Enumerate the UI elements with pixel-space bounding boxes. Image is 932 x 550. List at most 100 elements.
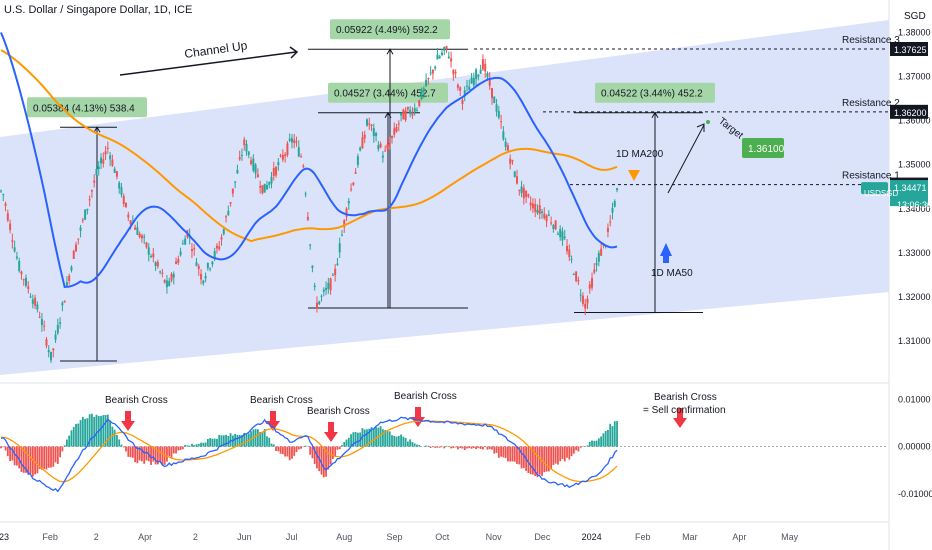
macd-histogram-bar bbox=[259, 431, 262, 447]
time-tick: Jun bbox=[237, 532, 252, 542]
macd-histogram-bar bbox=[452, 446, 455, 449]
macd-histogram-bar bbox=[375, 427, 377, 447]
time-tick: Jul bbox=[286, 532, 298, 542]
macd-histogram-bar bbox=[38, 446, 41, 469]
bearish-cross-label: Bearish Cross bbox=[394, 391, 457, 402]
macd-histogram-bar bbox=[475, 446, 477, 450]
candle-body bbox=[415, 109, 418, 111]
candle-body bbox=[163, 279, 166, 283]
macd-histogram-bar bbox=[200, 442, 202, 447]
macd-histogram-bar bbox=[297, 446, 300, 450]
macd-histogram-bar bbox=[400, 434, 402, 447]
candle-body bbox=[222, 229, 225, 235]
price-tick: 1.38000 bbox=[898, 27, 931, 37]
candle-body bbox=[288, 138, 291, 141]
macd-histogram-bar bbox=[254, 429, 257, 447]
macd-histogram-bar bbox=[291, 446, 293, 459]
ma50-marker bbox=[660, 243, 672, 263]
macd-histogram-bar bbox=[609, 423, 612, 447]
macd-histogram-bar bbox=[352, 432, 355, 447]
candle-body bbox=[106, 147, 109, 149]
macd-histogram-bar bbox=[145, 446, 148, 461]
candle-body bbox=[556, 233, 559, 235]
measure-arrowhead bbox=[386, 48, 394, 55]
time-tick: Feb bbox=[635, 532, 651, 542]
candle-body bbox=[588, 284, 591, 289]
macd-histogram-bar bbox=[500, 446, 502, 457]
macd-tick: 0.01000 bbox=[898, 394, 931, 404]
candle-body bbox=[154, 262, 157, 266]
candle-body bbox=[538, 205, 541, 214]
candle-body bbox=[206, 263, 209, 269]
candle-body bbox=[511, 160, 514, 162]
macd-histogram-bar bbox=[22, 446, 25, 473]
candle-body bbox=[72, 250, 75, 259]
candle-body bbox=[427, 77, 430, 79]
macd-histogram-bar bbox=[406, 441, 409, 447]
macd-histogram-bar bbox=[418, 444, 421, 447]
candle-body bbox=[525, 190, 528, 197]
candle-body bbox=[311, 265, 314, 268]
macd-histogram-bar bbox=[595, 440, 598, 447]
candle-body bbox=[184, 238, 187, 245]
macd-histogram-bar bbox=[613, 421, 616, 447]
candle-body bbox=[384, 150, 387, 152]
candle-body bbox=[472, 78, 475, 86]
price-tick: 1.32000 bbox=[898, 292, 931, 302]
candle-body bbox=[136, 227, 139, 235]
macd-histogram-bar bbox=[20, 446, 23, 472]
macd-histogram-bar bbox=[241, 435, 243, 447]
candle-body bbox=[61, 302, 64, 306]
macd-histogram-bar bbox=[129, 446, 132, 458]
macd-histogram-bar bbox=[327, 446, 330, 470]
candle-body bbox=[504, 141, 507, 147]
candle-body bbox=[272, 168, 275, 176]
candle-body bbox=[227, 210, 230, 216]
candle-body bbox=[52, 348, 55, 351]
candle-body bbox=[313, 285, 316, 288]
macd-histogram-bar bbox=[438, 446, 441, 448]
macd-histogram-bar bbox=[534, 446, 537, 476]
candle-body bbox=[120, 187, 123, 195]
macd-histogram-bar bbox=[272, 444, 275, 447]
candle-body bbox=[113, 168, 116, 173]
candle-body bbox=[18, 260, 21, 271]
macd-histogram-bar bbox=[329, 446, 332, 465]
macd-histogram-bar bbox=[320, 446, 323, 475]
candle-body bbox=[70, 266, 73, 271]
macd-histogram-bar bbox=[366, 429, 368, 447]
macd-histogram-bar bbox=[454, 446, 457, 448]
candle-body bbox=[6, 213, 9, 221]
candle-body bbox=[100, 157, 103, 164]
candle-body bbox=[563, 236, 566, 239]
macd-histogram-bar bbox=[568, 446, 571, 460]
candle-body bbox=[77, 238, 80, 240]
candle-body bbox=[156, 261, 159, 267]
macd-histogram-bar bbox=[111, 426, 114, 447]
candle-body bbox=[545, 215, 548, 222]
candle-body bbox=[447, 56, 450, 59]
macd-histogram-bar bbox=[52, 446, 55, 467]
macd-histogram-bar bbox=[236, 434, 239, 447]
macd-histogram-bar bbox=[0, 446, 2, 449]
bearish-cross-label: Bearish Cross bbox=[307, 406, 370, 417]
macd-histogram-bar bbox=[238, 434, 241, 447]
candle-body bbox=[356, 156, 359, 166]
candle-body bbox=[0, 190, 2, 192]
candle-body bbox=[268, 182, 271, 185]
candle-body bbox=[38, 316, 41, 318]
candle-body bbox=[31, 299, 34, 304]
candle-body bbox=[195, 262, 198, 266]
macd-histogram-bar bbox=[93, 416, 96, 447]
candle-body bbox=[529, 202, 532, 206]
macd-histogram-bar bbox=[188, 445, 191, 447]
measure-text: 0.05922 (4.49%) 592.2 bbox=[336, 25, 438, 36]
macd-histogram-bar bbox=[63, 445, 66, 447]
symbol-tag-bg bbox=[861, 182, 888, 195]
macd-histogram-bar bbox=[395, 436, 398, 447]
candle-body bbox=[79, 227, 82, 231]
candle-body bbox=[429, 72, 432, 74]
candle-body bbox=[595, 262, 598, 266]
candle-body bbox=[318, 301, 321, 305]
